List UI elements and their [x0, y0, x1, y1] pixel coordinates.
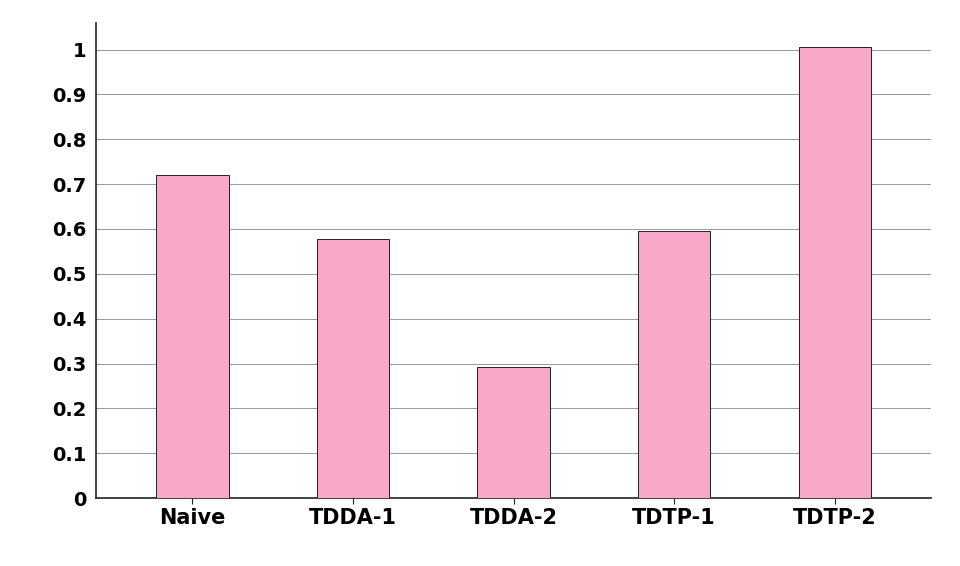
Bar [638, 231, 710, 498]
Bar [156, 175, 228, 498]
Bar [477, 367, 550, 498]
Bar [317, 239, 389, 498]
Bar [799, 48, 871, 498]
